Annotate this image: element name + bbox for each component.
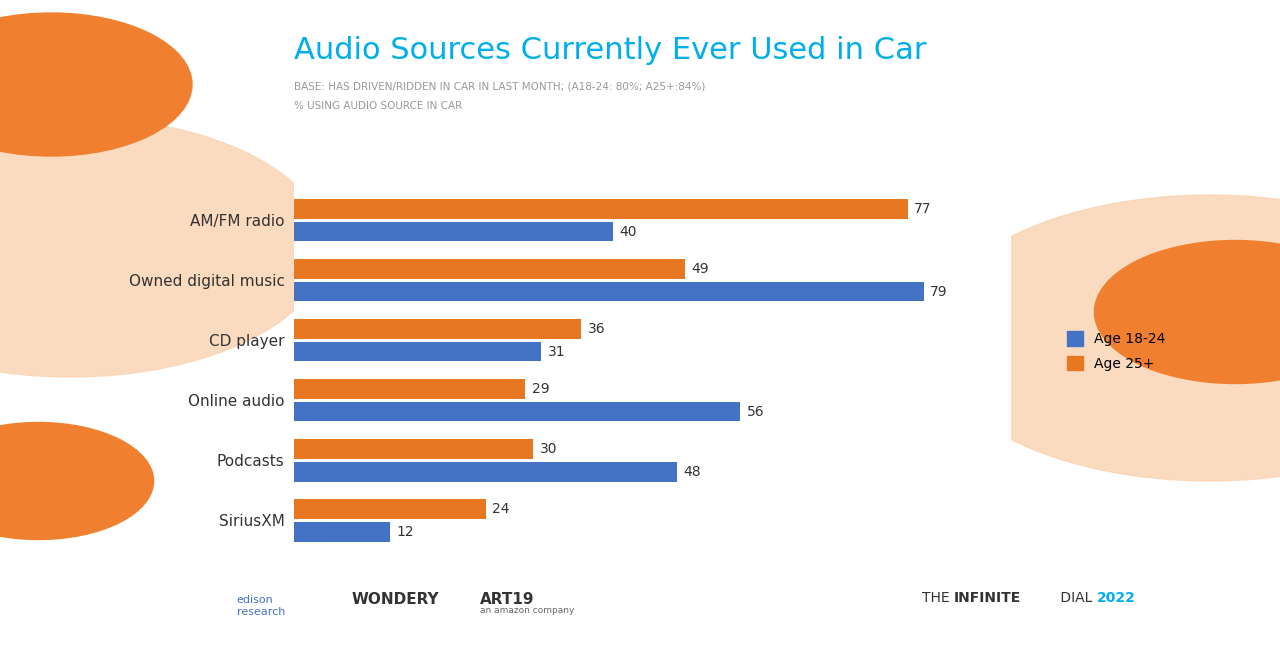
Bar (294, 402, 740, 421)
Text: WONDERY: WONDERY (352, 592, 439, 606)
Text: 36: 36 (588, 322, 605, 336)
Text: edison
research: edison research (237, 595, 285, 617)
Bar (294, 282, 924, 302)
Text: 30: 30 (540, 442, 557, 456)
Text: 29: 29 (531, 382, 549, 396)
Circle shape (0, 13, 192, 156)
Text: 2022: 2022 (1097, 592, 1135, 606)
Text: 31: 31 (548, 345, 566, 359)
Bar (294, 320, 581, 339)
Bar (294, 523, 390, 541)
Bar (294, 200, 908, 218)
Bar (294, 462, 677, 482)
Bar (294, 343, 541, 361)
Text: 77: 77 (914, 202, 932, 216)
Circle shape (928, 195, 1280, 481)
Legend: Age 18-24, Age 25+: Age 18-24, Age 25+ (1061, 326, 1171, 376)
Text: an amazon company: an amazon company (480, 606, 575, 615)
Bar (294, 259, 685, 279)
Text: 12: 12 (397, 525, 413, 539)
Text: THE: THE (922, 592, 954, 606)
Text: DIAL: DIAL (1056, 592, 1092, 606)
Text: 56: 56 (746, 405, 764, 419)
Text: % USING AUDIO SOURCE IN CAR: % USING AUDIO SOURCE IN CAR (294, 101, 462, 111)
Bar (294, 439, 534, 459)
Text: 40: 40 (620, 225, 637, 239)
Text: 79: 79 (931, 285, 947, 299)
Bar (294, 222, 613, 242)
Text: ART19: ART19 (480, 592, 535, 606)
Circle shape (1094, 240, 1280, 384)
Circle shape (0, 422, 154, 540)
Bar (294, 499, 485, 519)
Text: Audio Sources Currently Ever Used in Car: Audio Sources Currently Ever Used in Car (294, 36, 927, 65)
Bar (294, 380, 525, 398)
Text: 49: 49 (691, 262, 709, 276)
Circle shape (0, 117, 326, 377)
Text: 24: 24 (492, 502, 509, 516)
Text: 48: 48 (684, 465, 700, 479)
Text: INFINITE: INFINITE (954, 592, 1021, 606)
Text: BASE: HAS DRIVEN/RIDDEN IN CAR IN LAST MONTH; (A18-24: 80%; A25+:84%): BASE: HAS DRIVEN/RIDDEN IN CAR IN LAST M… (294, 81, 705, 91)
